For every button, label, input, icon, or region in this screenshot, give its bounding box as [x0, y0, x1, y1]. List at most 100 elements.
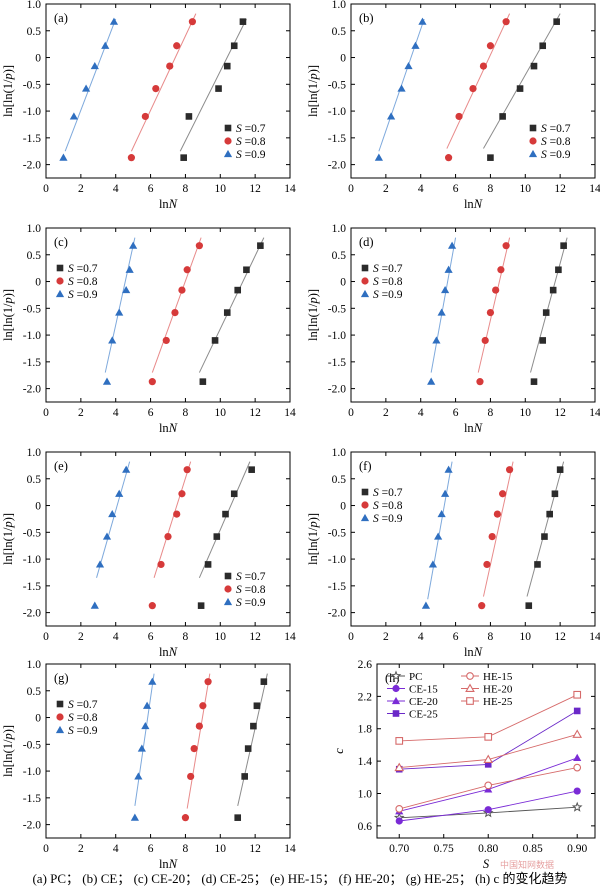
x-tick-label: 12	[249, 407, 261, 419]
series-3	[374, 17, 427, 161]
data-point	[157, 560, 165, 569]
data-point	[502, 18, 510, 26]
data-point	[130, 813, 139, 821]
x-tick-label: 0.90	[567, 843, 587, 855]
data-point	[499, 490, 507, 498]
data-point	[148, 602, 156, 610]
y-tick-label: -1.0	[328, 106, 346, 118]
data-point	[204, 678, 212, 686]
legend-marker	[224, 572, 232, 580]
data-point	[437, 308, 446, 316]
data-point	[484, 781, 493, 790]
x-tick-label: 2	[78, 407, 84, 419]
data-point	[134, 772, 143, 780]
data-point	[185, 113, 193, 120]
data-point	[444, 465, 453, 473]
x-tick-label: 0	[348, 407, 354, 419]
y-axis-label: ln[ln(1/p)]	[1, 513, 15, 565]
panel-label: (g)	[54, 671, 69, 685]
y-tick-label: 1.0	[332, 0, 347, 11]
x-tick-label: 14	[284, 843, 296, 855]
plot-frame	[350, 451, 596, 627]
data-point	[573, 763, 582, 772]
legend-entry: S =0.9	[236, 149, 266, 161]
data-point	[95, 560, 105, 568]
legend-marker	[56, 713, 64, 721]
x-tick-label: 8	[488, 183, 494, 195]
data-point	[556, 466, 564, 473]
data-point	[469, 84, 477, 93]
y-axis-label: c	[332, 748, 346, 754]
data-point	[142, 701, 152, 709]
series-2	[445, 13, 511, 162]
y-tick-label: -1.5	[328, 133, 346, 145]
data-point	[181, 814, 190, 822]
x-tick-label: 0	[43, 631, 49, 643]
data-point	[59, 153, 68, 161]
data-point	[173, 42, 181, 50]
x-tick-label: 10	[215, 843, 227, 855]
fit-line	[64, 18, 117, 152]
legend-marker	[466, 672, 474, 680]
data-point	[499, 113, 506, 120]
data-point	[395, 737, 404, 745]
x-tick-label: 2	[78, 843, 84, 855]
x-tick-label: 6	[148, 843, 154, 855]
data-point	[484, 761, 492, 768]
legend-marker	[466, 697, 474, 705]
y-tick-label: 1.8	[358, 724, 373, 736]
legend: S =0.7S =0.8S =0.9	[528, 123, 571, 161]
legend-entry: HE-15	[483, 671, 513, 683]
y-tick-label: 1.0	[27, 447, 42, 459]
data-point	[386, 112, 396, 120]
legend-marker	[465, 683, 475, 692]
y-tick-label: 1.0	[358, 788, 373, 800]
data-point	[441, 286, 450, 294]
legend-entry: S =0.7	[541, 123, 571, 135]
fit-line	[96, 461, 131, 578]
y-tick-label: 2.2	[358, 691, 373, 703]
y-tick-label: 1.0	[332, 223, 347, 235]
data-point	[539, 42, 547, 50]
data-point	[239, 18, 247, 25]
data-point	[479, 62, 488, 70]
data-point	[541, 533, 548, 540]
y-tick-label: -2.0	[328, 160, 346, 172]
y-tick-label: 0	[35, 501, 41, 513]
legend-marker	[392, 710, 400, 717]
x-axis-label: lnN	[159, 645, 178, 659]
plot-frame	[45, 3, 291, 179]
y-tick-label: -2.0	[328, 608, 346, 620]
data-point	[253, 702, 261, 710]
x-tick-label: 0	[43, 843, 49, 855]
legend-marker	[56, 700, 64, 708]
data-point	[183, 466, 191, 474]
series-2	[148, 461, 192, 610]
series-2	[127, 13, 197, 162]
data-point	[171, 308, 179, 317]
data-point	[187, 772, 195, 781]
y-tick-label: -0.5	[328, 79, 346, 91]
legend-marker	[529, 124, 537, 132]
fit-line	[198, 237, 265, 373]
data-point	[534, 561, 541, 568]
legend-entry: S =0.8	[236, 136, 266, 148]
series-3	[102, 237, 138, 385]
y-tick-label: 1.0	[27, 659, 42, 671]
fit-line	[477, 237, 511, 373]
panel-label: (b)	[359, 11, 374, 25]
data-point	[445, 154, 453, 162]
y-tick-label: -2.0	[23, 820, 41, 832]
x-tick-label: 8	[488, 407, 494, 419]
y-tick-label: -1.0	[328, 330, 346, 342]
y-axis-label: ln[ln(1/p)]	[1, 725, 15, 777]
fit-line	[104, 237, 136, 373]
x-tick-label: 12	[249, 183, 261, 195]
y-tick-label: -0.5	[23, 303, 41, 315]
plot-frame	[350, 3, 596, 179]
data-point	[234, 814, 242, 821]
legend-entry: S =0.9	[68, 725, 98, 737]
legend-entry: S =0.7	[373, 487, 403, 499]
legend-marker	[223, 149, 233, 158]
